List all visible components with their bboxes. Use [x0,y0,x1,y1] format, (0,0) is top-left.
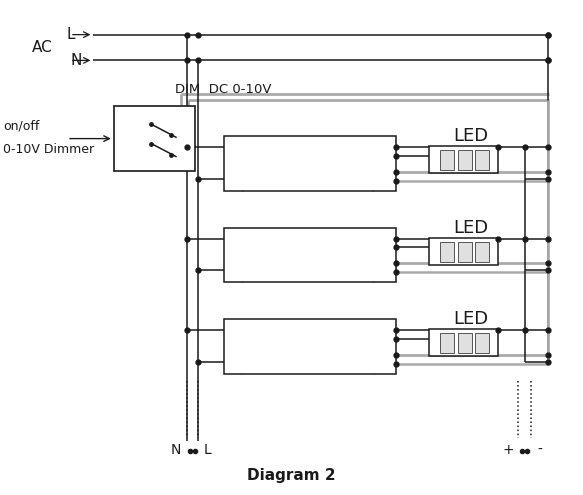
Text: Vout: Vout [354,238,371,244]
Text: Input: Input [233,338,238,355]
Text: +: + [430,148,437,156]
Bar [440,242,454,262]
Bar [458,242,472,262]
Text: +: + [381,324,388,333]
Text: L: L [203,443,212,457]
Text: Dimmable led driver: Dimmable led driver [257,157,357,167]
Bar [224,136,396,191]
Text: -: - [538,443,542,457]
Text: N: N [171,443,181,457]
Text: LED: LED [453,127,488,145]
Text: L: L [227,326,231,335]
Text: +: + [503,443,514,457]
Bar [429,238,498,265]
Bar [458,150,472,170]
Text: +: + [382,260,388,266]
Bar [224,228,396,282]
Text: N: N [70,53,82,68]
Text: Input: Input [233,246,238,264]
Text: -: - [384,361,386,367]
Text: Dimmable led driver: Dimmable led driver [257,341,357,350]
Text: L: L [227,143,231,151]
Text: -: - [384,269,386,275]
Text: 0-10V Dimmer: 0-10V Dimmer [3,144,94,156]
Bar [429,329,498,356]
Bar [475,150,489,170]
Text: +: + [382,168,388,175]
Text: +: + [381,232,388,241]
Text: Vin: Vin [117,111,135,124]
Bar [475,242,489,262]
Text: +: + [382,351,388,358]
Text: +: + [381,141,388,149]
Bar [224,319,396,374]
Text: Dimmable led driver: Dimmable led driver [257,249,357,259]
Text: -: - [383,335,387,344]
Text: N: N [226,266,232,275]
Text: LED: LED [453,310,488,328]
Text: DIM: DIM [356,264,369,270]
Bar [114,106,195,171]
Text: -: - [431,345,435,353]
Text: N: N [226,174,232,183]
Text: -: - [383,151,387,160]
Text: AC: AC [32,40,53,55]
Text: Diagram 2: Diagram 2 [247,468,336,483]
Text: on/off: on/off [3,120,39,133]
Text: -: - [384,178,386,184]
Bar [475,333,489,353]
Text: +: + [430,239,437,248]
Bar [440,333,454,353]
Text: Input: Input [233,154,238,172]
Text: DIM: DIM [356,355,369,361]
Text: -: - [383,243,387,252]
Bar [458,333,472,353]
Text: DIM: DIM [356,172,369,178]
Text: L: L [227,234,231,243]
Text: N: N [226,357,232,366]
Bar [440,150,454,170]
Text: DIM  DC 0-10V: DIM DC 0-10V [175,83,272,96]
Bar [429,146,498,173]
Text: -: - [431,253,435,262]
Text: +: + [430,331,437,340]
Text: Vout: Vout [354,146,371,152]
Text: -: - [431,161,435,170]
Text: L: L [66,27,75,42]
Text: LED: LED [453,219,488,237]
Text: Vout: Vout [354,329,371,335]
